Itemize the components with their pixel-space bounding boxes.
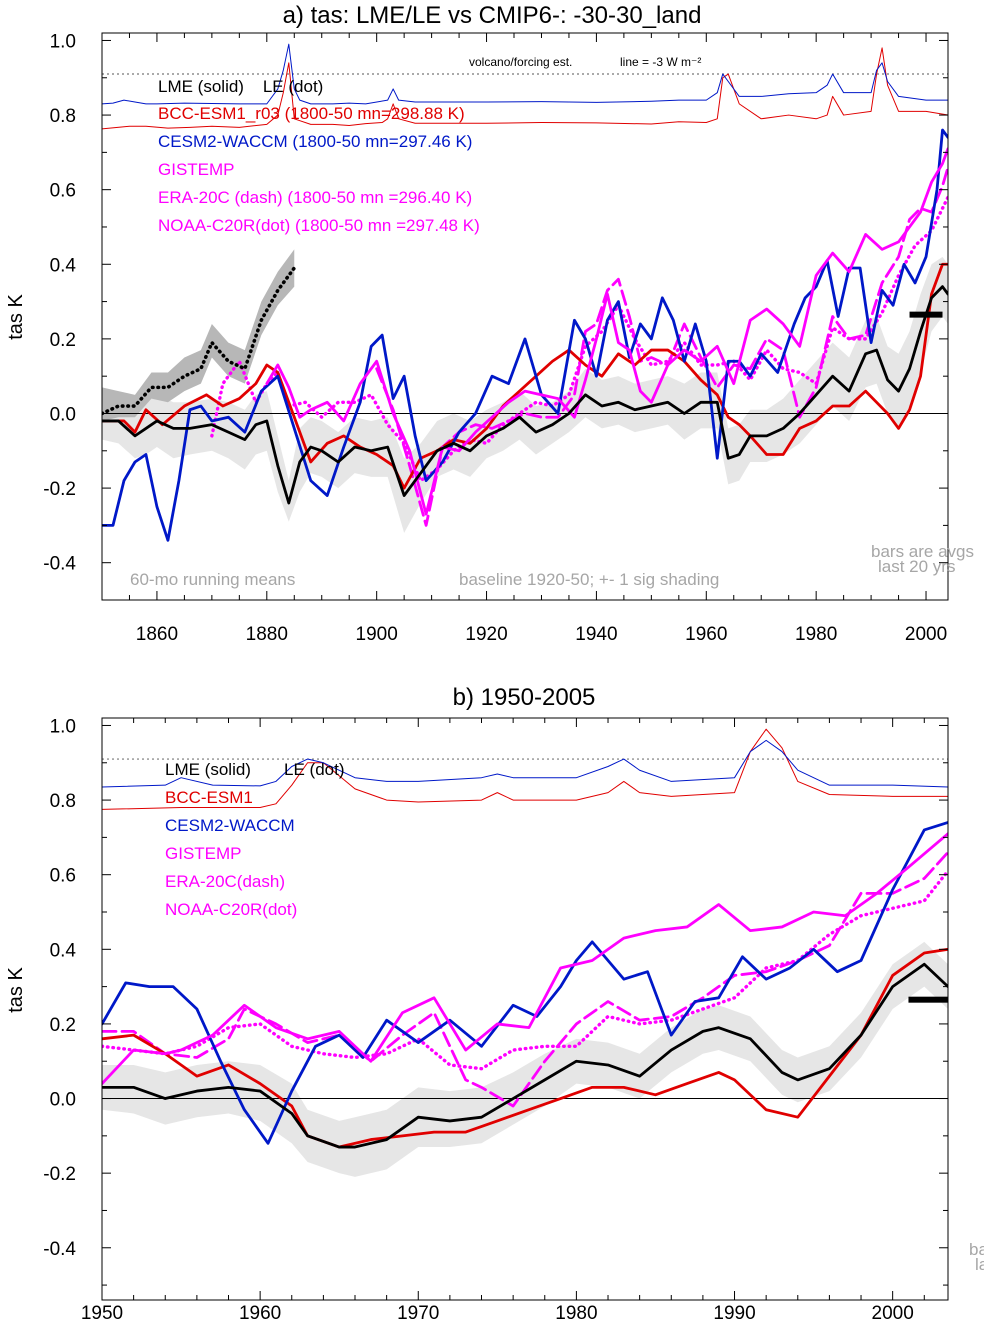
panel-a-xtick-label: 1960 [685,624,727,645]
panel-a-legend-lme-le: LME (solid) LE (dot) [158,77,323,96]
panel-a-xtick-label: 1980 [795,624,837,645]
panel-b-series-era-20c [102,850,948,1108]
panel-a-ytick-label: 0.4 [50,255,77,276]
panel-b-series-cesm-forcing [102,739,948,788]
panel-a-title: a) tas: LME/LE vs CMIP6-: -30-30_land [283,2,702,29]
panel-b-xtick-label: 1980 [555,1303,597,1324]
panel-a-series-cesm2-waccm [102,128,948,542]
panel-a-xtick-label: 1940 [575,624,617,645]
panel-b-legend-lme-le: LME (solid) LE (dot) [165,760,345,779]
panel-b-legend-era20c: ERA-20C(dash) [165,872,285,891]
panel-a-ylabel: tas K [5,294,27,340]
panel-a-ytick-label: 0.8 [50,106,76,127]
panel-a-band-lme-spread [102,256,948,533]
panel-a-xtick-label: 1880 [246,624,288,645]
panel-a-legend-era20c: ERA-20C (dash) (1800-50 mn =296.40 K) [158,188,472,207]
panel-b-ytick-label: -0.4 [43,1239,76,1260]
panel-b-ytick-label: 0.4 [50,940,77,961]
panel-a-legend-cesm: CESM2-WACCM (1800-50 mn=297.46 K) [158,132,472,151]
panel-a-series-lme [102,285,948,505]
panel-b-series-gistemp [102,832,948,1086]
panel-b-note-last20: last 20 yrs [975,1255,984,1274]
panel-b: b) 1950-2005 tas K 1950 1960 1970 1980 1990 2… [5,684,984,1324]
panel-a-series-le [102,266,297,416]
panel-a-series-gistemp [265,147,948,516]
panel-a-ytick-label: 1.0 [50,31,76,52]
panel-b-note-bars: bars are avgs [969,1240,984,1259]
panel-b-legend-cesm: CESM2-WACCM [165,816,295,835]
panel-a-xtick-label: 2000 [905,624,947,645]
panel-a-note-baseline: baseline 1920-50; +- 1 sig shading [459,570,719,589]
panel-b-title: b) 1950-2005 [453,684,596,711]
panel-a-series-cesm-forcing [102,43,948,105]
panel-a-xtick-label: 1920 [465,624,507,645]
panel-a-note-last20: last 20 yrs [878,557,955,576]
panel-a-series-bcc-esm1 [102,262,948,490]
panel-a-forcing-label: volcano/forcing est. [469,55,572,69]
panel-b-series-cesm2-waccm [102,821,948,1145]
panel-b-ylabel: tas K [5,967,27,1013]
panel-a-legend-bcc: BCC-ESM1_r03 (1800-50 mn=298.88 K) [158,104,465,123]
panel-a-legend-noaa: NOAA-C20R(dot) (1800-50 mn =297.48 K) [158,216,480,235]
panel-a-ytick-label: -0.4 [43,554,76,575]
panel-b-frame [101,717,949,1301]
panel-a-xtick-label: 1900 [356,624,398,645]
panel-b-legend-gistemp: GISTEMP [165,844,242,863]
panel-b-xtick-label: 1960 [239,1303,281,1324]
panel-b-series-bcc-esm1 [102,947,948,1149]
panel-a-ytick-label: 0.6 [50,181,76,202]
panel-b-ytick-label: 1.0 [50,716,76,737]
panel-a-note-running-means: 60-mo running means [130,570,295,589]
panel-a-xtick-label: 1860 [136,624,178,645]
panel-a-series-noaa-c20r [210,195,948,483]
panel-b-ytick-label: 0.0 [50,1090,76,1111]
panel-b-band-lme-spread [102,941,948,1177]
panel-a-ytick-label: -0.2 [43,479,76,500]
panel-b-xtick-label: 2000 [872,1303,914,1324]
panel-a-series-bcc-forcing [102,47,948,130]
panel-a-last-20yr-bar [909,311,943,318]
panel-b-xtick-label: 1990 [713,1303,755,1324]
panel-b-last-20yr-bar [908,996,948,1003]
panel-b-xtick-label: 1950 [81,1303,123,1324]
panel-b-ytick-label: -0.2 [43,1164,76,1185]
panel-a-legend-gistemp: GISTEMP [158,160,235,179]
panel-b-ytick-label: 0.2 [50,1015,76,1036]
panel-b-series-lme [102,962,948,1149]
panel-b-series-noaa-c20r [102,869,948,1071]
panel-a-ytick-label: 0.0 [50,404,76,425]
panel-b-legend-noaa: NOAA-C20R(dot) [165,900,297,919]
panel-a: a) tas: LME/LE vs CMIP6-: -30-30_land ta… [5,2,974,645]
panel-a-ytick-label: 0.2 [50,330,76,351]
panel-b-series-bcc-forcing [102,728,948,810]
panel-a-note-bars: bars are avgs [871,542,974,561]
panel-a-frame [101,32,949,601]
panel-b-ytick-label: 0.8 [50,791,76,812]
panel-b-legend-bcc: BCC-ESM1 [165,788,253,807]
panel-b-ytick-label: 0.6 [50,866,76,887]
panel-b-xtick-label: 1970 [397,1303,439,1324]
panel-a-forcing-line-label: line = -3 W m⁻² [620,55,701,69]
